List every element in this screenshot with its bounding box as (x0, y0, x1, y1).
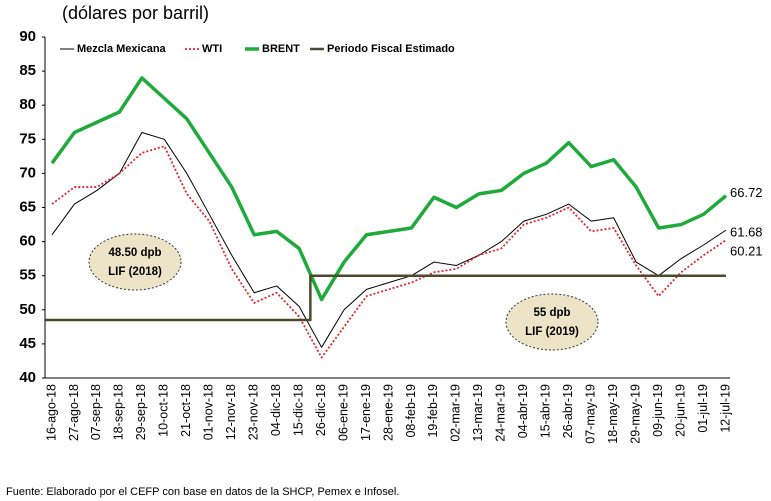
x-tick-label: 26-dic-18 (314, 384, 328, 436)
x-tick-label: 18-may-19 (606, 384, 620, 444)
x-tick-label: 20-jun-19 (673, 384, 687, 437)
x-tick-label: 18-sep-18 (112, 384, 126, 440)
x-tick-label: 28-ene-19 (381, 384, 395, 441)
x-tick-label: 02-mar-19 (449, 384, 463, 442)
x-tick-label: 12-nov-18 (224, 384, 238, 440)
x-tick-label: 19-feb-19 (426, 384, 440, 438)
x-tick-label: 24-mar-19 (494, 384, 508, 442)
subtitle: (dólares por barril) (62, 3, 209, 23)
y-tick-label: 55 (19, 267, 36, 284)
series-line (51, 131, 727, 348)
x-tick-label: 04-abr-19 (516, 384, 530, 438)
annotation-bubble (88, 233, 182, 291)
x-tick-label: 29-may-19 (628, 384, 642, 444)
series-line (50, 76, 728, 302)
y-tick-label: 60 (19, 233, 36, 250)
x-tick-label: 23-nov-18 (246, 384, 260, 440)
annotation-bubble (505, 293, 599, 351)
x-tick-label: 12-jul-19 (718, 384, 732, 433)
y-tick-label: 40 (19, 369, 36, 386)
x-tick-label: 06-ene-19 (336, 384, 350, 441)
x-tick-label: 01-nov-18 (202, 384, 216, 440)
annotation: LIF (2019) (525, 326, 579, 338)
x-tick-label: 16-ago-18 (44, 384, 58, 441)
end-label: 61.68 (730, 225, 763, 240)
x-tick-label: 09-jun-19 (651, 384, 665, 437)
legend-label: Mezcla Mexicana (77, 43, 167, 55)
x-tick-label: 07-sep-18 (89, 384, 103, 440)
x-tick-label: 15-abr-19 (539, 384, 553, 438)
x-tick-label: 27-ago-18 (67, 384, 81, 441)
legend-label: Periodo Fiscal Estimado (327, 43, 455, 55)
annotation: 48.50 dpb (108, 247, 161, 259)
y-tick-label: 45 (19, 335, 36, 352)
annotation: LIF (2018) (108, 266, 162, 278)
x-tick-label: 26-abr-19 (561, 384, 575, 438)
x-tick-label: 10-oct-18 (157, 384, 171, 437)
y-tick-label: 90 (19, 28, 36, 45)
annotation: 55 dpb (533, 307, 570, 319)
end-label: 60.21 (730, 244, 763, 259)
x-tick-label: 04-dic-18 (269, 384, 283, 436)
source: Fuente: Elaborado por el CEFP con base e… (6, 486, 399, 498)
x-tick-label: 07-may-19 (583, 384, 597, 444)
x-tick-label: 17-ene-19 (359, 384, 373, 441)
y-tick-label: 65 (19, 198, 36, 215)
y-tick-label: 80 (19, 96, 36, 113)
x-tick-label: 15-dic-18 (291, 384, 305, 436)
x-tick-label: 08-feb-19 (404, 384, 418, 438)
x-tick-label: 29-sep-18 (134, 384, 148, 440)
series-line (51, 145, 727, 359)
y-tick-label: 70 (19, 164, 36, 181)
x-tick-label: 01-jul-19 (696, 384, 710, 433)
series-line (45, 274, 726, 322)
y-tick-label: 75 (19, 130, 36, 147)
x-tick-label: 13-mar-19 (471, 384, 485, 442)
legend-label: WTI (202, 43, 222, 55)
legend-label: BRENT (262, 43, 300, 55)
y-tick-label: 50 (19, 301, 36, 318)
x-tick-label: 21-oct-18 (179, 384, 193, 437)
end-label: 66.72 (730, 185, 763, 200)
y-tick-label: 85 (19, 62, 36, 79)
